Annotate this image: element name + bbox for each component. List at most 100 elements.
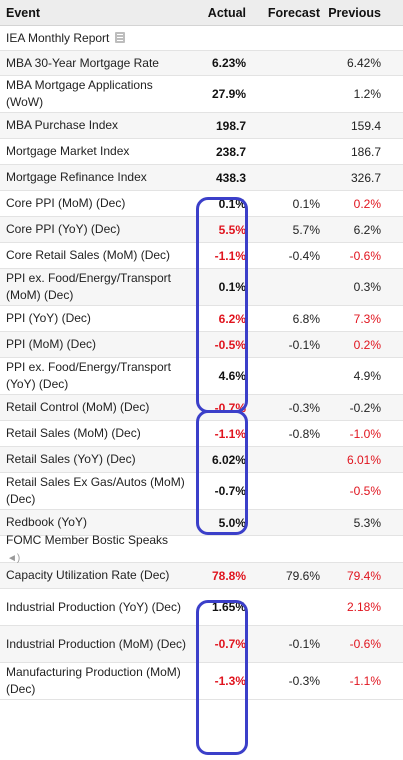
actual-value: 78.8% xyxy=(211,568,246,583)
event-name[interactable]: PPI (MoM) (Dec) xyxy=(6,337,96,351)
table-row[interactable]: IEA Monthly Report xyxy=(0,26,403,51)
table-row[interactable]: Industrial Production (MoM) (Dec) -0.7% -0… xyxy=(0,626,403,663)
actual-value: 198.7 xyxy=(215,118,246,133)
event-name[interactable]: Retail Control (MoM) (Dec) xyxy=(6,400,150,414)
event-name[interactable]: Redbook (YoY) xyxy=(6,515,87,529)
table-header: Event Actual Forecast Previous xyxy=(0,0,403,26)
table-row[interactable]: Retail Sales Ex Gas/Autos (MoM) (Dec) -0.… xyxy=(0,473,403,510)
previous-value: 0.2% xyxy=(353,337,381,352)
table-row[interactable]: Capacity Utilization Rate (Dec) 78.8% 79.6… xyxy=(0,563,403,589)
speaker-icon[interactable]: ◄) xyxy=(7,553,21,564)
table-row[interactable]: PPI (MoM) (Dec) -0.5% -0.1% 0.2% xyxy=(0,332,403,358)
forecast-value: 5.7% xyxy=(292,222,320,237)
actual-value: 5.0% xyxy=(218,515,246,530)
previous-value: 1.2% xyxy=(353,87,381,101)
table-row[interactable]: Manufacturing Production (MoM) (Dec) -1.3… xyxy=(0,663,403,700)
actual-column-header[interactable]: Actual xyxy=(207,5,246,20)
table-row[interactable]: Retail Control (MoM) (Dec) -0.7% -0.3% -0.2… xyxy=(0,395,403,421)
event-name[interactable]: FOMC Member Bostic Speaks ◄) xyxy=(6,533,169,564)
actual-value: -0.7% xyxy=(214,484,246,498)
previous-value: -0.6% xyxy=(349,248,381,263)
event-name[interactable]: PPI ex. Food/Energy/Transport (YoY) (Dec… xyxy=(6,360,171,391)
forecast-value: 79.6% xyxy=(285,568,320,583)
event-name[interactable]: Capacity Utilization Rate (Dec) xyxy=(6,568,170,582)
table-row[interactable]: MBA 30-Year Mortgage Rate 6.23% 6.42% xyxy=(0,51,403,76)
event-name[interactable]: PPI (YoY) (Dec) xyxy=(6,311,91,325)
table-row[interactable]: MBA Mortgage Applications (WoW) 27.9% 1.2% xyxy=(0,76,403,113)
event-name[interactable]: MBA 30-Year Mortgage Rate xyxy=(6,55,159,70)
table-row[interactable]: Industrial Production (YoY) (Dec) 1.65% 2.… xyxy=(0,589,403,626)
previous-value: -0.2% xyxy=(349,400,381,415)
table-row[interactable]: FOMC Member Bostic Speaks ◄) xyxy=(0,533,403,564)
event-name[interactable]: Mortgage Refinance Index xyxy=(6,170,147,184)
actual-value: -0.5% xyxy=(214,337,246,352)
table-row[interactable]: PPI ex. Food/Energy/Transport (MoM) (Dec… xyxy=(0,269,403,306)
previous-value: -0.5% xyxy=(349,484,381,498)
actual-value: -1.1% xyxy=(214,248,246,263)
table-row[interactable]: Mortgage Refinance Index 438.3 326.7 xyxy=(0,165,403,191)
event-name[interactable]: Industrial Production (YoY) (Dec) xyxy=(6,599,181,614)
table-row[interactable]: MBA Purchase Index 198.7 159.4 xyxy=(0,113,403,139)
actual-value: -0.7% xyxy=(214,637,246,651)
forecast-value: -0.1% xyxy=(288,337,320,352)
table-row[interactable]: Retail Sales (YoY) (Dec) 6.02% 6.01% xyxy=(0,447,403,473)
actual-value: 27.9% xyxy=(211,87,246,101)
actual-value: 6.02% xyxy=(211,452,246,467)
actual-value: 438.3 xyxy=(215,170,246,185)
actual-value: 6.23% xyxy=(211,56,246,70)
event-name[interactable]: IEA Monthly Report xyxy=(0,30,190,47)
previous-column-header[interactable]: Previous xyxy=(328,5,381,20)
table-row[interactable]: Core PPI (YoY) (Dec) 5.5% 5.7% 6.2% xyxy=(0,217,403,243)
table-row[interactable]: PPI (YoY) (Dec) 6.2% 6.8% 7.3% xyxy=(0,306,403,332)
forecast-value: -0.3% xyxy=(288,674,320,688)
previous-value: 0.2% xyxy=(353,196,381,211)
event-name[interactable]: Retail Sales (YoY) (Dec) xyxy=(6,452,136,466)
table-body: IEA Monthly Report MBA 30-Year Mortgage R… xyxy=(0,26,403,700)
actual-value: 6.2% xyxy=(218,311,246,326)
event-name[interactable]: Core PPI (MoM) (Dec) xyxy=(6,196,126,210)
previous-value: 326.7 xyxy=(350,170,381,185)
event-name[interactable]: Mortgage Market Index xyxy=(6,144,130,158)
forecast-value: -0.8% xyxy=(288,426,320,441)
event-name[interactable]: Core Retail Sales (MoM) (Dec) xyxy=(6,248,171,262)
previous-value: 2.18% xyxy=(346,600,381,614)
event-name[interactable]: PPI ex. Food/Energy/Transport (MoM) (Dec… xyxy=(6,271,171,302)
previous-value: -1.1% xyxy=(349,674,381,688)
event-name[interactable]: MBA Mortgage Applications (WoW) xyxy=(6,78,153,109)
previous-value: 159.4 xyxy=(350,118,381,133)
event-name[interactable]: Retail Sales (MoM) (Dec) xyxy=(6,426,141,440)
table-row[interactable]: Retail Sales (MoM) (Dec) -1.1% -0.8% -1.0% xyxy=(0,421,403,447)
event-name[interactable]: MBA Purchase Index xyxy=(6,118,119,132)
table-row[interactable]: PPI ex. Food/Energy/Transport (YoY) (Dec… xyxy=(0,358,403,395)
event-name[interactable]: Core PPI (YoY) (Dec) xyxy=(6,222,121,236)
previous-value: 6.2% xyxy=(353,222,381,237)
previous-value: 186.7 xyxy=(350,144,381,159)
previous-value: 6.42% xyxy=(346,56,381,70)
forecast-value: -0.3% xyxy=(288,400,320,415)
previous-value: 6.01% xyxy=(346,452,381,467)
actual-value: -1.1% xyxy=(214,426,246,441)
forecast-value: -0.1% xyxy=(288,637,320,651)
previous-value: 7.3% xyxy=(353,311,381,326)
previous-value: -1.0% xyxy=(349,426,381,441)
forecast-column-header[interactable]: Forecast xyxy=(267,5,320,20)
table-row[interactable]: Core Retail Sales (MoM) (Dec) -1.1% -0.4% -… xyxy=(0,243,403,269)
table-row[interactable]: Redbook (YoY) 5.0% 5.3% xyxy=(0,510,403,536)
event-name[interactable]: Manufacturing Production (MoM) (Dec) xyxy=(6,665,181,696)
actual-value: -1.3% xyxy=(214,674,246,688)
actual-value: -0.7% xyxy=(214,400,246,415)
previous-value: 5.3% xyxy=(353,515,381,530)
event-column-header[interactable]: Event xyxy=(6,5,41,20)
actual-value: 0.1% xyxy=(218,280,246,294)
previous-value: 0.3% xyxy=(353,280,381,294)
event-name[interactable]: Industrial Production (MoM) (Dec) xyxy=(6,636,187,651)
table-row[interactable]: Core PPI (MoM) (Dec) 0.1% 0.1% 0.2% xyxy=(0,191,403,217)
actual-value: 0.1% xyxy=(218,196,246,211)
previous-value: 79.4% xyxy=(346,568,381,583)
doc-icon[interactable] xyxy=(115,31,126,43)
event-name[interactable]: Retail Sales Ex Gas/Autos (MoM) (Dec) xyxy=(6,475,185,506)
actual-value: 1.65% xyxy=(211,600,246,614)
actual-value: 5.5% xyxy=(218,222,246,237)
table-row[interactable]: Mortgage Market Index 238.7 186.7 xyxy=(0,139,403,165)
actual-value: 238.7 xyxy=(215,144,246,159)
